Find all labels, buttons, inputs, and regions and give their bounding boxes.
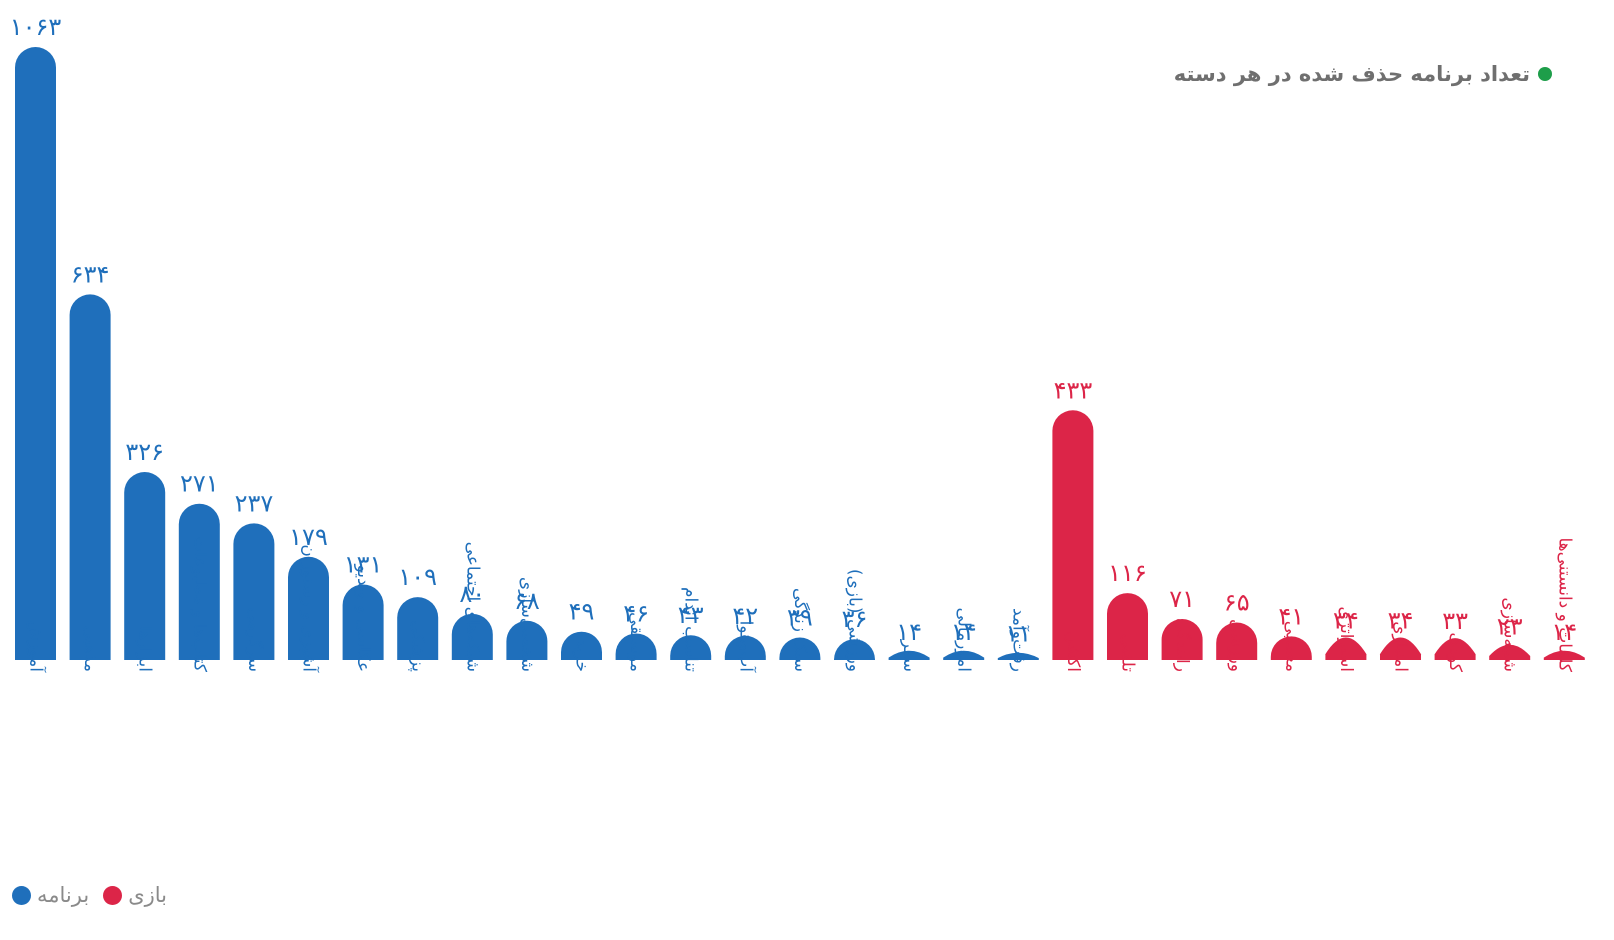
category-label: آشپزی و رستوران xyxy=(299,544,321,673)
value-label: ۱۴ xyxy=(896,618,922,646)
value-label: ۱۰۶۳ xyxy=(10,13,62,41)
category-label: تناسب اندام xyxy=(681,587,701,672)
category-label: پزشکی xyxy=(408,620,428,672)
value-label: ۲۷۱ xyxy=(180,470,219,498)
category-label: آب‌وهوا xyxy=(735,621,757,674)
bar-app-4 xyxy=(233,523,275,660)
value-label: ۴۹ xyxy=(569,598,595,626)
value-label: ۴۳۳ xyxy=(1054,376,1093,404)
category-label: رانندگی xyxy=(1172,618,1193,672)
value-label: ۱۷۹ xyxy=(289,523,328,551)
legend: برنامه بازی xyxy=(12,883,167,907)
value-label: ۱۱ xyxy=(1005,620,1031,648)
category-label: موسیقی xyxy=(626,612,646,672)
bar-game-2 xyxy=(1161,619,1203,660)
bar-app-16 xyxy=(888,650,930,660)
bar-game-4 xyxy=(1270,636,1312,660)
category-label: تلفنی xyxy=(1118,634,1138,673)
category-label: خرید xyxy=(572,638,592,672)
value-label: ۸۰ xyxy=(459,580,485,608)
value-label: ۱۰۹ xyxy=(398,563,437,591)
legend-label-game: بازی xyxy=(128,883,168,907)
value-label: ۴۳ xyxy=(678,601,704,629)
value-label: ۱۴ xyxy=(1551,618,1577,646)
legend-swatch-app xyxy=(12,885,31,905)
bar-app-6 xyxy=(342,584,384,660)
bar-game-7 xyxy=(1434,638,1476,660)
category-label: سبک زندگی xyxy=(790,588,811,672)
bar-game-8 xyxy=(1489,644,1531,660)
bar-app-14 xyxy=(779,637,821,660)
legend-swatch-game xyxy=(103,885,123,905)
category-label: کودک xyxy=(1445,632,1465,673)
value-label: ۶۳۴ xyxy=(71,260,110,288)
category-label: شبکه‌های اجتماعی xyxy=(462,542,482,672)
value-label: ۳۳ xyxy=(1442,607,1468,635)
category-label: سفر xyxy=(899,639,919,672)
bar-game-6 xyxy=(1380,637,1421,660)
bar-app-18 xyxy=(997,652,1039,660)
value-label: ۱۳۱ xyxy=(344,550,383,578)
value-label: ۶۵ xyxy=(1224,589,1250,617)
bar-game-3 xyxy=(1216,622,1258,660)
value-label: ۲۳۷ xyxy=(235,489,274,517)
bar-app-1 xyxy=(69,294,111,660)
value-label: ۴۱ xyxy=(1278,602,1304,630)
bar-app-13 xyxy=(724,635,766,660)
category-label: امورمالی xyxy=(954,608,974,672)
subtitle-text: تعداد برنامه حذف شده در هر دسته xyxy=(1173,62,1530,86)
category-label: شخصی‌سازی xyxy=(517,577,537,672)
category-label: عکاسی و ویدیو xyxy=(353,563,373,672)
chart-subtitle: تعداد برنامه حذف شده در هر دسته xyxy=(1174,62,1552,86)
value-label: ۳۲۶ xyxy=(125,438,164,466)
category-label: کلمات و دانستنی‌ها xyxy=(1554,537,1574,672)
legend-item-app: برنامه xyxy=(12,883,89,907)
category-label: کتاب‌ها و مطبوعات xyxy=(189,536,209,673)
value-label: ۴۶ xyxy=(623,599,649,627)
bar-app-10 xyxy=(561,631,602,660)
bar-game-9 xyxy=(1543,650,1585,660)
value-label: ۳۹ xyxy=(787,604,813,632)
category-label: ابزارها xyxy=(135,626,155,672)
bar-app-8 xyxy=(451,613,493,660)
value-label: ۷۱ xyxy=(1169,585,1195,613)
value-label: ۳۶ xyxy=(842,605,868,633)
category-label: ورزشی (بازی) xyxy=(845,569,865,672)
bar-app-7 xyxy=(397,597,439,660)
category-label: سرگرمی xyxy=(244,608,265,672)
bar-game-1 xyxy=(1107,593,1148,660)
category-label: مذهبی xyxy=(80,626,100,672)
category-label: استراتژی xyxy=(1336,606,1356,672)
value-label: ۱۴ xyxy=(951,618,977,646)
category-label: معمایی xyxy=(1281,621,1301,672)
bar-app-12 xyxy=(670,635,712,660)
bar-app-15 xyxy=(834,639,875,660)
legend-label-app: برنامه xyxy=(37,883,90,907)
value-label: ۶۸ xyxy=(514,587,540,615)
category-label: رفت‌وآمد xyxy=(1008,608,1030,672)
legend-item-game: بازی xyxy=(103,883,167,907)
subtitle-dot xyxy=(1538,67,1552,81)
value-label: ۱۱۶ xyxy=(1108,559,1147,587)
category-label: آموزش xyxy=(26,620,48,673)
bar-app-2 xyxy=(124,472,166,660)
bar-game-0 xyxy=(1052,410,1094,660)
bar-app-9 xyxy=(506,620,548,660)
category-label: اکشن xyxy=(1063,631,1083,672)
bar-game-5 xyxy=(1325,637,1367,660)
category-label: امتیازی xyxy=(1391,621,1411,672)
bar-app-17 xyxy=(943,650,985,660)
category-label: ورزشی xyxy=(1227,619,1247,672)
bar-app-0 xyxy=(15,47,56,660)
value-label: ۲۳ xyxy=(1497,613,1523,641)
value-label: ۳۴ xyxy=(1388,606,1414,634)
bar-app-3 xyxy=(178,503,220,660)
value-label: ۳۴ xyxy=(1333,606,1359,634)
category-label: شبیه‌سازی xyxy=(1500,597,1520,672)
bar-app-5 xyxy=(288,556,329,660)
value-label: ۴۲ xyxy=(732,602,758,630)
bar-app-11 xyxy=(615,633,657,660)
